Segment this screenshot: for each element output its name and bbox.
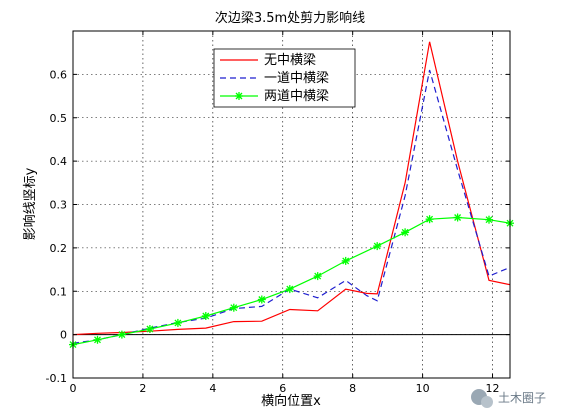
series-2-point	[485, 215, 493, 224]
series-2-point	[145, 325, 154, 333]
series-2-point	[93, 335, 102, 344]
x-tick-label: 6	[279, 382, 286, 395]
y-axis-label: 影响线竖标y	[22, 167, 38, 240]
x-tick-label: 2	[139, 382, 146, 395]
series-2-point	[173, 318, 182, 327]
series-2-point	[313, 272, 322, 281]
x-tick-label: 0	[70, 382, 77, 395]
y-tick-label: 0	[60, 329, 67, 342]
series-2-point	[341, 256, 350, 265]
series-line-1	[72, 69, 511, 344]
series-2-point	[373, 242, 382, 251]
y-tick-label: 0.1	[50, 285, 68, 298]
legend-label-2: 两道中横梁	[264, 89, 329, 104]
legend-label-1: 一道中横梁	[264, 71, 329, 86]
series-2-point	[285, 285, 294, 294]
chart-title: 次边梁3.5m处剪力影响线	[215, 10, 365, 26]
series-2-point	[401, 228, 410, 237]
y-tick-label: -0.1	[46, 372, 67, 385]
legend-label-0: 无中横梁	[264, 53, 316, 68]
x-tick-label: 4	[209, 382, 216, 395]
watermark: 土木圈子	[471, 389, 546, 408]
series-2-point	[257, 295, 266, 304]
y-tick-label: 0.5	[50, 112, 68, 125]
x-tick-label: 12	[486, 382, 500, 395]
x-axis-label: 横向位置x	[261, 393, 321, 409]
x-tick-label: 10	[416, 382, 430, 395]
series-line-0	[72, 41, 511, 336]
watermark-text: 土木圈子	[498, 391, 546, 405]
series-2-point	[229, 303, 238, 312]
wechat-logo-icon-small	[481, 396, 493, 408]
legend: 无中横梁 一道中横梁 两道中横梁	[213, 48, 356, 108]
y-tick-label: 0.6	[50, 68, 68, 81]
y-tick-label: 0.2	[50, 242, 68, 255]
x-tick-label: 8	[349, 382, 356, 395]
y-tick-label: 0.3	[50, 199, 68, 212]
axis-ticks: 0 2 4 6 8 10 12-0.100.10.20.30.40.50.6	[46, 31, 510, 395]
series-2-point	[117, 330, 126, 339]
legend-marker-2	[235, 92, 243, 100]
series-2-point	[201, 312, 210, 320]
y-tick-label: 0.4	[50, 155, 68, 168]
series-2-point	[425, 215, 434, 224]
series-2-point	[453, 213, 462, 222]
